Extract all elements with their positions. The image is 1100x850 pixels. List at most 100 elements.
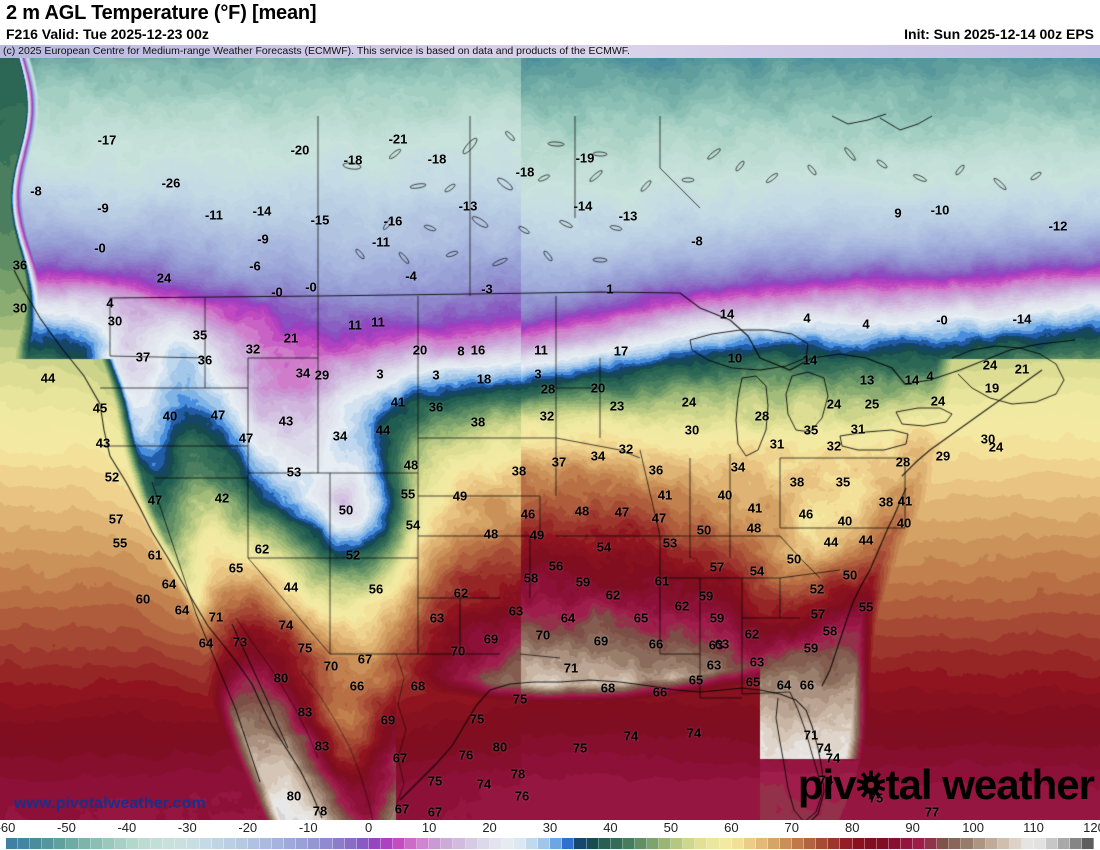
colorbar-band — [913, 838, 926, 849]
colorbar-band — [18, 838, 31, 849]
colorbar-band — [574, 838, 587, 849]
colorbar-tick: 20 — [482, 820, 497, 835]
colorbar-band — [151, 838, 164, 849]
colorbar-band — [405, 838, 418, 849]
colorbar-band — [6, 838, 19, 849]
colorbar-band — [707, 838, 720, 849]
colorbar-band — [925, 838, 938, 849]
colorbar-band — [332, 838, 345, 849]
colorbar-band — [284, 838, 297, 849]
colorbar-band — [380, 838, 393, 849]
colorbar-band — [876, 838, 889, 849]
colorbar-band — [852, 838, 865, 849]
colorbar-band — [550, 838, 563, 849]
colorbar-band — [211, 838, 224, 849]
init-time-label: Init: Sun 2025-12-14 00z EPS — [904, 26, 1094, 42]
colorbar-band — [695, 838, 708, 849]
temperature-map[interactable]: 36 -8 30 -17 -9 -0 -26 -11 -14 -15 -9 -6 -0 -0 -20 -21-… — [0, 58, 1100, 820]
colorbar-band — [1058, 838, 1071, 849]
colorbar-tick: 90 — [905, 820, 920, 835]
colorbar-band — [804, 838, 817, 849]
copyright-notice: (c) 2025 European Centre for Medium-rang… — [0, 45, 1100, 59]
colorbar-band — [320, 838, 333, 849]
colorbar-band — [139, 838, 152, 849]
brand-watermark: piv tal weather — [797, 760, 1095, 810]
copyright-text: (c) 2025 European Centre for Medium-rang… — [3, 45, 630, 57]
colorbar-band — [465, 838, 478, 849]
colorbar-band — [937, 838, 950, 849]
colorbar-band — [719, 838, 732, 849]
colorbar-band — [66, 838, 79, 849]
colorbar-band — [1033, 838, 1047, 849]
gear-icon — [856, 770, 886, 800]
colorbar-band — [755, 838, 768, 849]
colorbar-band — [610, 838, 623, 849]
colorbar-band — [272, 838, 285, 849]
colorbar-band — [259, 838, 273, 849]
colorbar-band — [538, 838, 551, 849]
colorbar-tick: 0 — [365, 820, 373, 835]
page-title-text: 2 m AGL Temperature (°F) [mean] — [6, 2, 317, 24]
colorbar-band — [780, 838, 793, 849]
colorbar-band — [816, 838, 829, 849]
colorbar-tick: -30 — [177, 820, 197, 835]
colorbar-band — [743, 838, 756, 849]
colorbar-tick: 30 — [542, 820, 558, 835]
colorbar-band — [78, 838, 91, 849]
colorbar-tick: 70 — [784, 820, 799, 835]
colorbar-band — [429, 838, 442, 849]
colorbar-band — [586, 838, 599, 849]
colorbar-gradient — [6, 838, 1095, 849]
colorbar-band — [453, 838, 466, 849]
colorbar-band — [767, 838, 780, 849]
site-url-watermark[interactable]: www.pivotalweather.com — [14, 795, 206, 812]
colorbar-band — [501, 838, 514, 849]
colorbar-band — [90, 838, 103, 849]
colorbar-band — [646, 838, 660, 849]
colorbar-band — [792, 838, 805, 849]
colorbar-band — [126, 838, 140, 849]
colorbar-tick: -40 — [117, 820, 137, 835]
colorbar-band — [961, 838, 974, 849]
colorbar-band — [671, 838, 684, 849]
colorbar-tick: 60 — [724, 820, 739, 835]
colorbar-band — [175, 838, 188, 849]
colorbar-band — [598, 838, 611, 849]
colorbar-band — [526, 838, 539, 849]
colorbar-band — [247, 838, 260, 849]
colorbar-tick: -20 — [238, 820, 258, 835]
colorbar-band — [199, 838, 212, 849]
colorbar-tick-labels: -60 -50 -40 -30 -20 -10 0 10 20 30 40 50 60 70 80 90 100… — [0, 820, 1100, 836]
colorbar-band — [731, 838, 744, 849]
colorbar-band — [828, 838, 841, 849]
colorbar-band — [1021, 838, 1034, 849]
colorbar-band — [296, 838, 309, 849]
colorbar-band — [1009, 838, 1022, 849]
colorbar-band — [949, 838, 962, 849]
colorbar-band — [344, 838, 357, 849]
colorbar-band — [1046, 838, 1059, 849]
colorbar-band — [622, 838, 635, 849]
colorbar-band — [114, 838, 127, 849]
colorbar-band — [888, 838, 901, 849]
colorbar-tick: 120 — [1083, 820, 1100, 835]
colorbar-tick: 80 — [844, 820, 860, 835]
colorbar: -60 -50 -40 -30 -20 -10 0 10 20 30 40 50 60 70 80 90 100… — [0, 820, 1100, 850]
colorbar-band — [187, 838, 200, 849]
colorbar-band — [864, 838, 877, 849]
colorbar-band — [308, 838, 321, 849]
colorbar-band — [477, 838, 490, 849]
colorbar-tick: -60 — [0, 820, 16, 835]
page-title: 2 m AGL Temperature (°F) [mean] — [6, 2, 317, 25]
colorbar-band — [368, 838, 381, 849]
brand-watermark-pre: piv — [797, 761, 857, 808]
colorbar-band — [900, 838, 914, 849]
colorbar-band — [42, 838, 55, 849]
colorbar-band — [1070, 838, 1083, 849]
colorbar-band — [985, 838, 998, 849]
geography-borders-overlay — [0, 58, 1100, 820]
colorbar-band — [30, 838, 43, 849]
colorbar-band — [562, 838, 575, 849]
colorbar-band — [659, 838, 672, 849]
